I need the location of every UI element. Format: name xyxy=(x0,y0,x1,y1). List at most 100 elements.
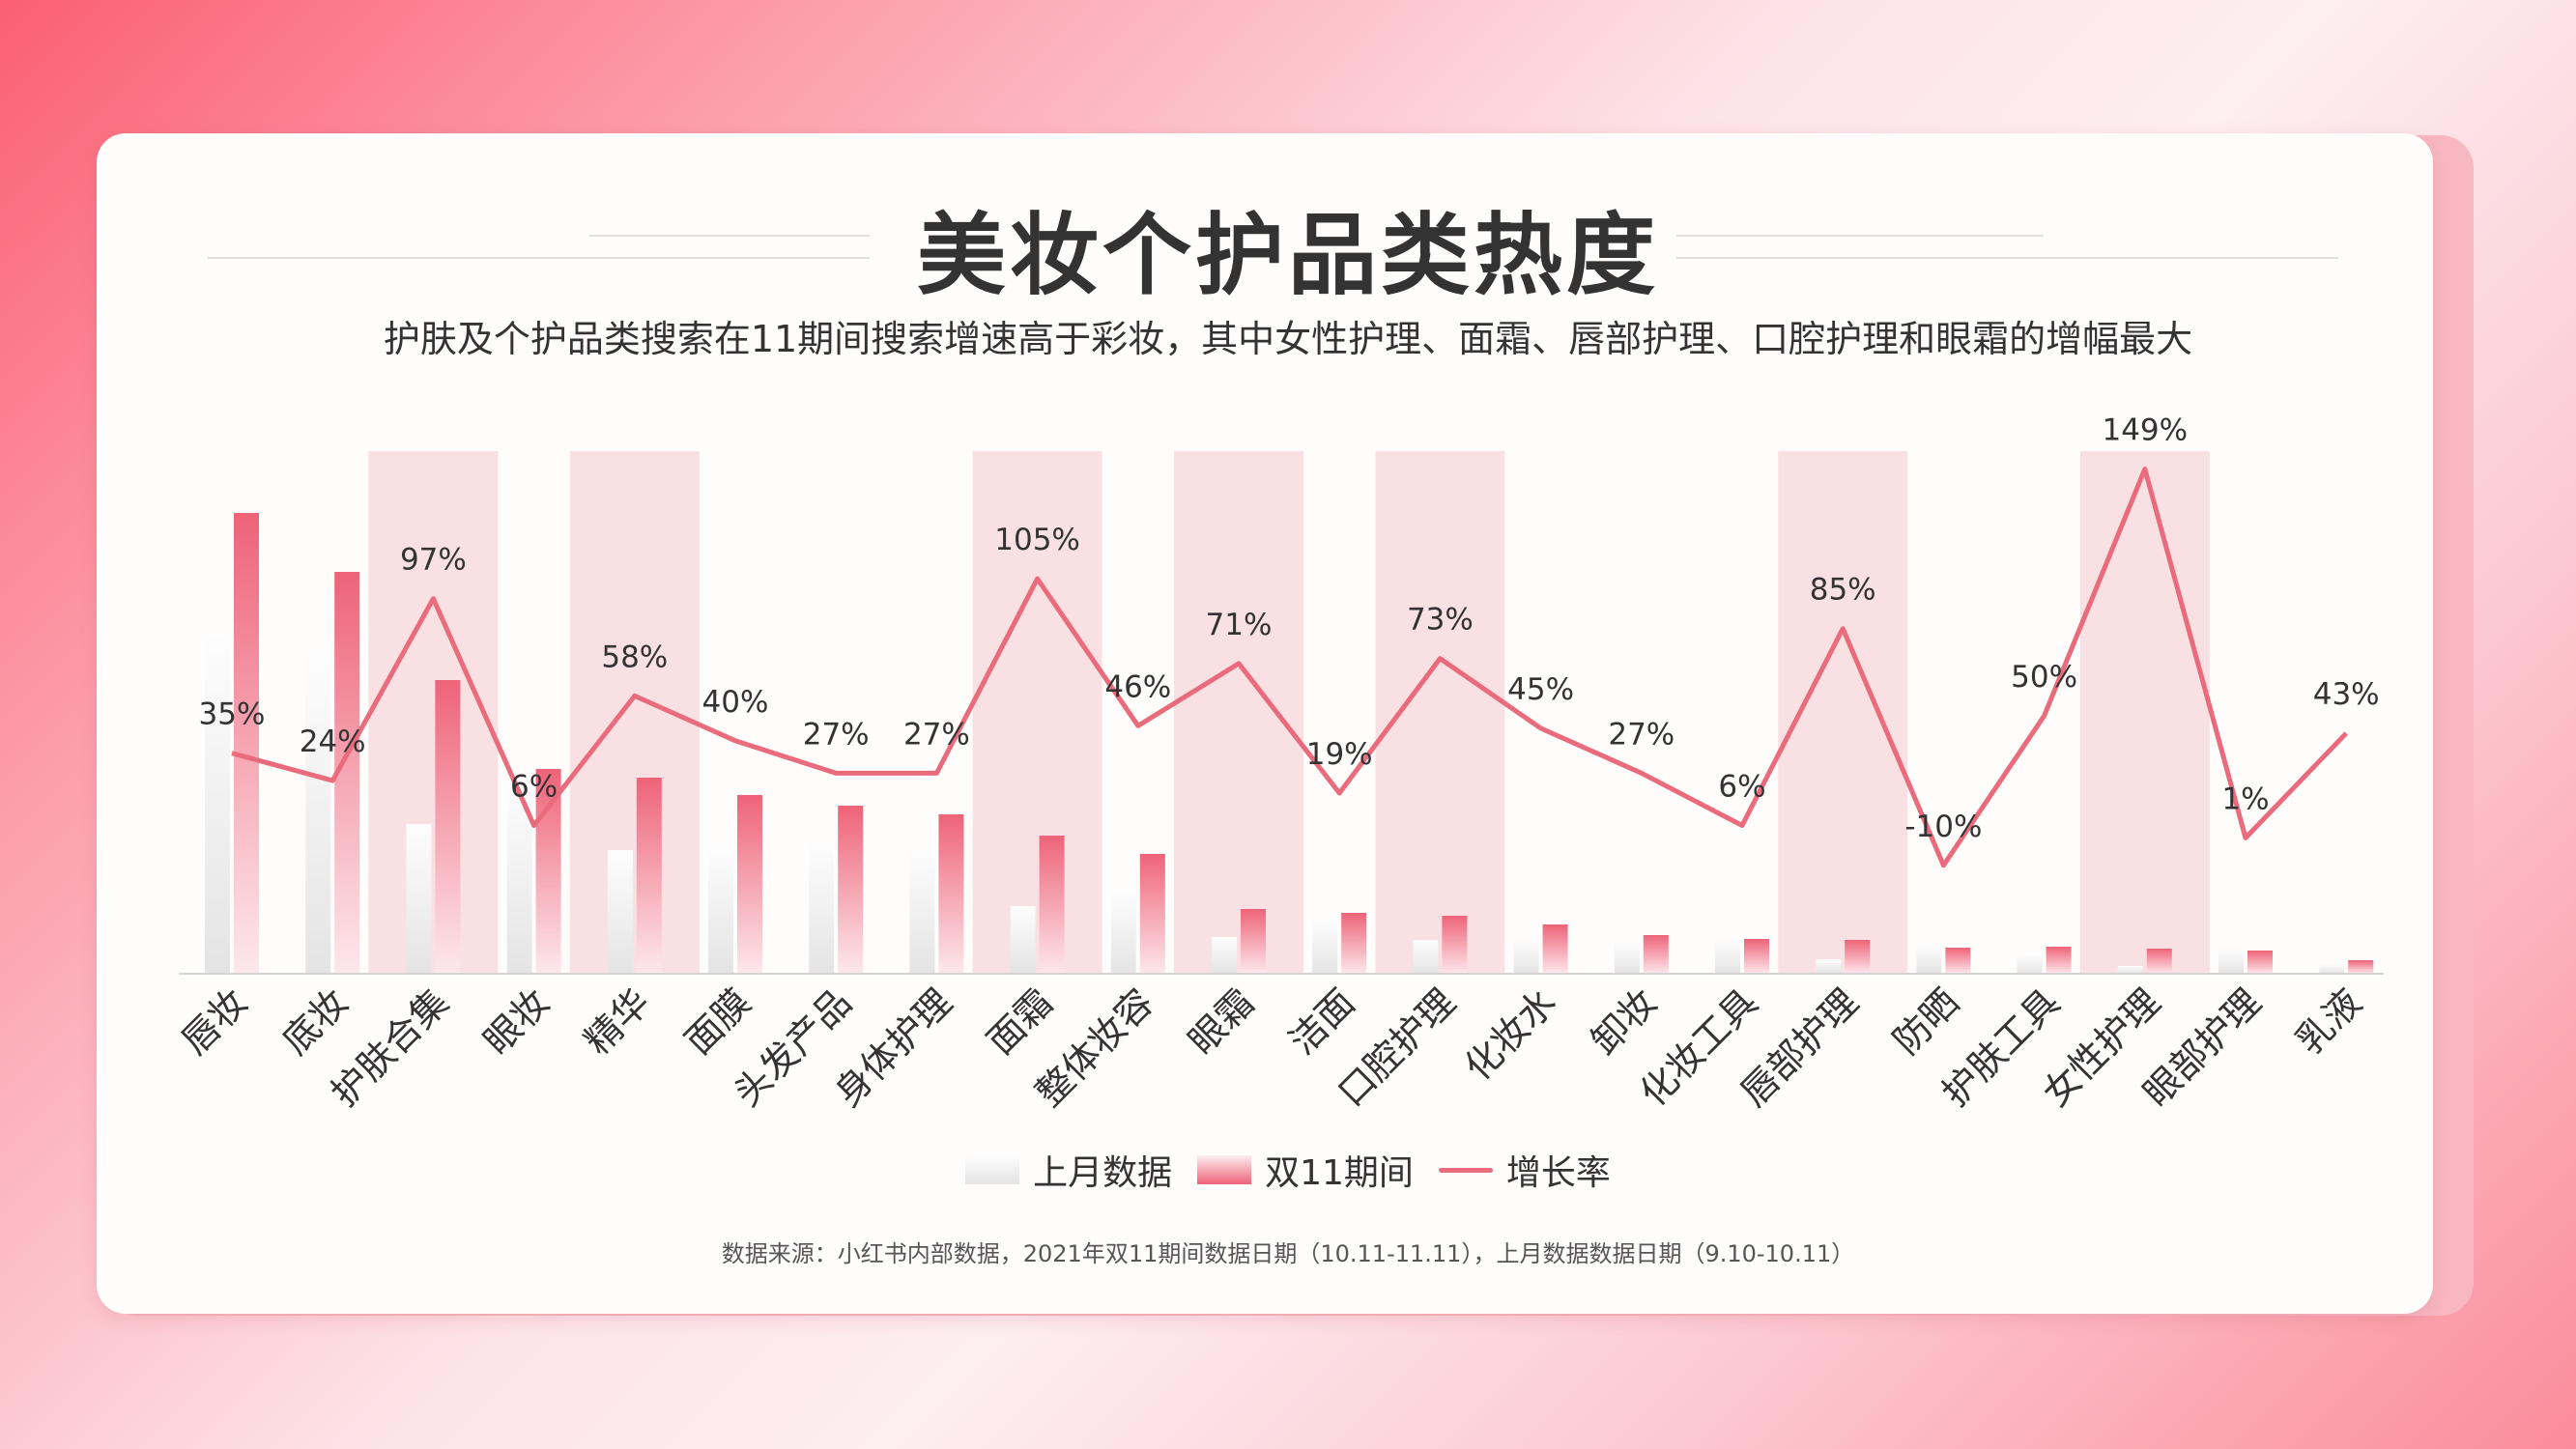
legend-swatch-prev xyxy=(965,1155,1020,1184)
bar-prev-0 xyxy=(205,633,230,974)
growth-rate-label-5: 40% xyxy=(702,685,769,720)
legend-swatch-d11 xyxy=(1197,1155,1252,1184)
highlight-band-2 xyxy=(368,451,499,974)
page-title: 美妆个护品类热度 xyxy=(916,204,1659,307)
category-labels: 唇妆 底妆护肤合集 眼妆 精华 面膜头发产品身体护理 面霜整体妆容 眼霜 洁面口腔护理化妆水卸… xyxy=(174,980,2370,1115)
bar-d11-9 xyxy=(1139,854,1165,974)
highlight-band-10 xyxy=(1174,451,1303,974)
title-line-left-inner xyxy=(589,235,870,237)
bar-d11-19 xyxy=(2146,949,2172,974)
bar-d11-2 xyxy=(435,680,461,974)
bar-prev-15 xyxy=(1715,940,1740,974)
growth-rate-label-16: 85% xyxy=(1810,573,1876,608)
category-label-14: 卸妆 xyxy=(1583,980,1665,1063)
highlight-band-12 xyxy=(1375,451,1505,974)
bar-d11-12 xyxy=(1442,916,1468,974)
growth-rate-label-9: 46% xyxy=(1104,669,1171,704)
highlight-band-4 xyxy=(569,451,700,974)
growth-rate-label-20: 1% xyxy=(2221,781,2269,816)
growth-rate-line-layer xyxy=(231,467,2349,868)
growth-rate-label-19: 149% xyxy=(2102,413,2188,448)
category-label-4: 精华 xyxy=(576,980,658,1063)
growth-rate-label-7: 27% xyxy=(903,717,970,752)
category-label-3: 眼妆 xyxy=(475,980,558,1063)
bar-prev-18 xyxy=(2017,954,2043,974)
highlight-band-8 xyxy=(972,451,1102,974)
growth-rate-label-2: 97% xyxy=(400,543,467,578)
growth-rate-label-14: 27% xyxy=(1608,717,1674,752)
growth-rate-label-12: 73% xyxy=(1407,603,1474,638)
legend-item-d11: 双11期间 xyxy=(1197,1145,1414,1195)
growth-rate-label-11: 19% xyxy=(1306,737,1373,772)
bar-d11-8 xyxy=(1039,836,1065,974)
bar-d11-6 xyxy=(838,806,864,974)
bar-prev-21 xyxy=(2319,964,2345,974)
bar-d11-0 xyxy=(234,513,259,974)
bar-prev-9 xyxy=(1110,892,1136,974)
bar-prev-5 xyxy=(708,846,733,974)
legend-item-rate: 增长率 xyxy=(1438,1145,1611,1195)
bar-prev-19 xyxy=(2117,966,2143,974)
bar-prev-8 xyxy=(1010,906,1036,974)
growth-rate-line xyxy=(231,467,2349,868)
bar-d11-14 xyxy=(1643,935,1669,974)
legend-line-rate xyxy=(1438,1167,1493,1173)
highlight-band-19 xyxy=(2079,451,2210,974)
category-label-5: 面膜 xyxy=(677,980,759,1063)
bar-prev-12 xyxy=(1413,940,1439,974)
bar-prev-2 xyxy=(406,824,432,974)
growth-rate-label-3: 6% xyxy=(510,770,558,805)
growth-rate-label-4: 58% xyxy=(601,639,668,674)
bar-d11-5 xyxy=(737,795,762,974)
growth-rate-label-1: 24% xyxy=(300,724,366,759)
bar-d11-4 xyxy=(636,778,662,974)
bar-d11-18 xyxy=(2046,947,2072,974)
legend-item-prev: 上月数据 xyxy=(965,1145,1172,1195)
growth-rate-label-6: 27% xyxy=(803,717,870,752)
growth-rate-label-17: -10% xyxy=(1904,810,1982,844)
bars xyxy=(205,513,2374,974)
bar-d11-21 xyxy=(2348,960,2374,974)
category-label-17: 防晒 xyxy=(1885,980,1967,1063)
bar-prev-10 xyxy=(1212,937,1237,974)
category-label-13: 化妆水 xyxy=(1456,980,1564,1089)
growth-rate-label-10: 71% xyxy=(1206,608,1273,642)
bar-d11-7 xyxy=(938,814,964,974)
bar-prev-6 xyxy=(809,841,835,974)
bar-prev-17 xyxy=(1916,945,1942,974)
legend-label-prev: 上月数据 xyxy=(1033,1153,1173,1193)
category-label-1: 底妆 xyxy=(274,980,357,1063)
bar-d11-16 xyxy=(1845,940,1871,974)
bar-prev-4 xyxy=(607,850,633,974)
data-source-note: 数据来源：小红书内部数据，2021年双11期间数据日期（10.11-11.11）… xyxy=(721,1240,1855,1267)
bar-d11-13 xyxy=(1542,924,1568,974)
category-label-11: 洁面 xyxy=(1281,980,1363,1063)
category-label-0: 唇妆 xyxy=(174,980,256,1063)
bar-d11-15 xyxy=(1744,939,1769,974)
title-line-right-inner xyxy=(1676,235,2044,237)
growth-rate-label-21: 43% xyxy=(2313,677,2380,712)
page-subtitle: 护肤及个护品类搜索在11期间搜索增速高于彩妆，其中女性护理、面霜、唇部护理、口腔… xyxy=(383,318,2193,360)
legend: 上月数据 双11期间 增长率 xyxy=(0,1146,2576,1194)
bar-prev-13 xyxy=(1513,940,1539,974)
bar-prev-1 xyxy=(305,651,331,974)
bar-d11-20 xyxy=(2247,951,2273,974)
bar-d11-11 xyxy=(1341,913,1367,974)
growth-rate-label-18: 50% xyxy=(2011,660,2077,695)
title-line-left-outer xyxy=(208,257,870,259)
bar-d11-17 xyxy=(1945,948,1971,974)
bar-prev-14 xyxy=(1614,942,1640,974)
category-label-21: 乳液 xyxy=(2288,980,2370,1063)
bar-prev-16 xyxy=(1816,959,1842,974)
bar-d11-10 xyxy=(1241,909,1266,974)
bar-prev-7 xyxy=(909,848,935,974)
category-label-8: 面霜 xyxy=(979,980,1061,1063)
growth-rate-label-15: 6% xyxy=(1718,770,1765,805)
growth-rate-label-8: 105% xyxy=(994,523,1080,557)
legend-label-d11: 双11期间 xyxy=(1265,1153,1414,1193)
growth-rate-labels: 35% 24% 97% 6% 58% 40% 27% 27% 105% 46% 71% 19% 73% 4… xyxy=(199,413,2380,844)
legend-label-rate: 增长率 xyxy=(1505,1153,1611,1193)
growth-rate-label-13: 45% xyxy=(1507,672,1574,707)
category-label-10: 眼霜 xyxy=(1181,980,1263,1063)
